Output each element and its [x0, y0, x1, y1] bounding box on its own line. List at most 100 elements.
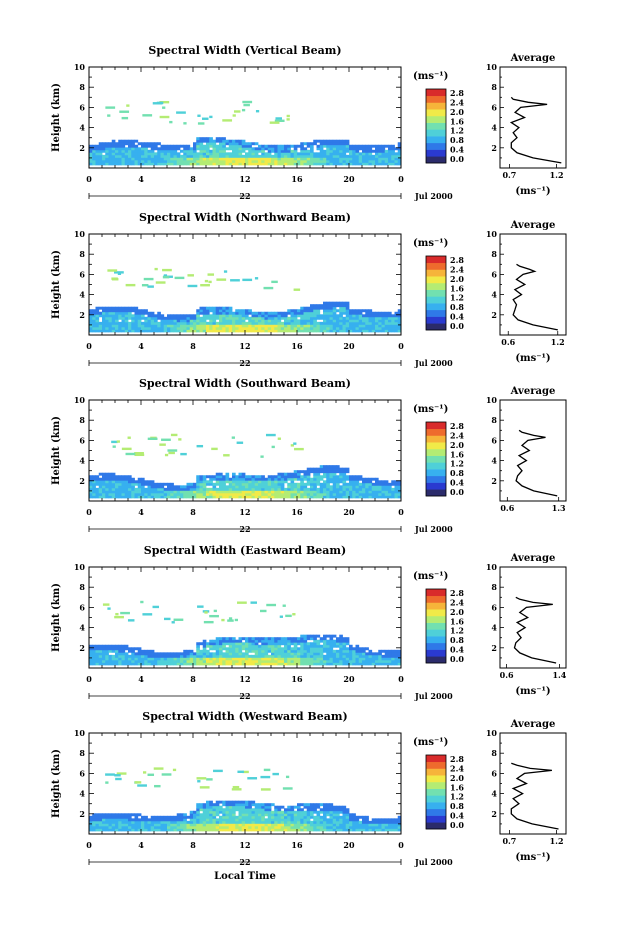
heatmap-cell [365, 482, 369, 486]
heatmap-cell [274, 657, 278, 661]
heatmap-cell [261, 329, 265, 333]
heatmap-cell [251, 324, 256, 328]
heatmap-cell [212, 820, 217, 824]
heatmap-cell [287, 805, 291, 809]
heatmap-cell [228, 810, 233, 814]
heatmap-cell [362, 147, 366, 151]
heatmap-cell [193, 810, 197, 814]
heatmap-cell [228, 311, 233, 315]
heatmap-cell [329, 321, 334, 325]
heatmap-cell [222, 326, 226, 330]
heatmap-cell [141, 144, 145, 148]
heatmap-cell [290, 654, 295, 658]
heatmap-cell [124, 813, 129, 817]
heatmap-cell [105, 306, 109, 310]
heatmap-cell [159, 115, 170, 119]
heatmap-cell [313, 803, 317, 807]
heatmap-cell [368, 144, 373, 148]
heatmap-cell [394, 154, 399, 158]
heatmap-cell [115, 659, 119, 663]
heatmap-cell [222, 152, 226, 156]
heatmap-cell [98, 492, 103, 496]
heatmap-cell [297, 818, 301, 822]
heatmap-cell [280, 144, 285, 148]
heatmap-cell [323, 465, 327, 469]
heatmap-cell [225, 828, 230, 832]
heatmap-cell [267, 321, 272, 325]
heatmap-cell [310, 154, 314, 158]
heatmap-cell [391, 326, 395, 330]
heatmap-cell [167, 157, 171, 161]
heatmap-cell [176, 487, 181, 491]
heatmap-cell [261, 637, 265, 641]
heatmap-cell [274, 480, 278, 484]
heatmap-cell [102, 149, 106, 153]
heatmap-cell [260, 788, 271, 791]
heatmap-cell [180, 818, 184, 822]
heatmap-cell [290, 813, 295, 817]
heatmap-cell [342, 301, 347, 305]
heatmap-cell [215, 810, 220, 814]
heatmap-cell [147, 152, 152, 156]
heatmap-cell [310, 157, 314, 161]
heatmap-cell [303, 492, 308, 496]
heatmap-cell [144, 828, 148, 832]
x-tick-label: 4 [138, 341, 144, 351]
heatmap-cell [336, 301, 340, 305]
heatmap-cell [316, 154, 321, 158]
heatmap-cell [232, 157, 236, 161]
heatmap-cell [319, 144, 324, 148]
avg-y-tick-label: 4 [491, 789, 497, 799]
heatmap-cell [212, 652, 217, 656]
heatmap-cell [141, 329, 145, 333]
heatmap-cell [92, 326, 96, 330]
heatmap-cell [225, 139, 230, 143]
heatmap-cell [266, 603, 277, 607]
heatmap-cell [293, 157, 298, 161]
heatmap-cell [241, 647, 246, 651]
heatmap-cell [141, 487, 145, 491]
average-frame [499, 566, 567, 669]
heatmap-cell [323, 467, 327, 471]
heatmap-cell [154, 267, 158, 271]
heatmap-cell [313, 639, 317, 643]
heatmap-cell [98, 662, 103, 666]
heatmap-cell [209, 475, 213, 479]
heatmap-cell [336, 654, 340, 658]
heatmap-cell [384, 324, 389, 328]
heatmap-cell [134, 453, 145, 457]
heatmap-cell [144, 649, 148, 653]
heatmap-cell [371, 144, 376, 148]
heatmap-cell [254, 495, 259, 499]
heatmap-cell [202, 152, 207, 156]
heatmap-cell [342, 642, 347, 646]
heatmap-cell [163, 652, 168, 656]
heatmap-cell [121, 662, 126, 666]
average-frame [499, 66, 567, 169]
heatmap-cell [329, 810, 334, 814]
heatmap-cell [152, 102, 163, 105]
heatmap-cell [388, 485, 392, 489]
colorbar-tick-label: 2.4 [450, 597, 464, 607]
heatmap-cell [323, 659, 327, 663]
heatmap-cell [329, 639, 334, 643]
heatmap-cell [144, 492, 148, 496]
heatmap-cell [368, 492, 373, 496]
heatmap-cell [105, 324, 109, 328]
heatmap-cell [102, 316, 106, 320]
heatmap-cell [371, 659, 376, 663]
heatmap-cell [378, 316, 382, 320]
heatmap-cell [235, 828, 239, 832]
heatmap-cell [150, 324, 155, 328]
heatmap-cell [105, 662, 109, 666]
heatmap-cell [245, 652, 249, 656]
heatmap-cell [180, 321, 184, 325]
heatmap-cell [238, 825, 243, 829]
heatmap-cell [144, 309, 148, 313]
heatmap-cell [187, 274, 194, 277]
heatmap-cell [332, 329, 337, 333]
heatmap-cell [306, 820, 311, 824]
heatmap-cell [228, 813, 233, 817]
heatmap-cell [105, 316, 109, 320]
heatmap-cell [267, 319, 272, 323]
